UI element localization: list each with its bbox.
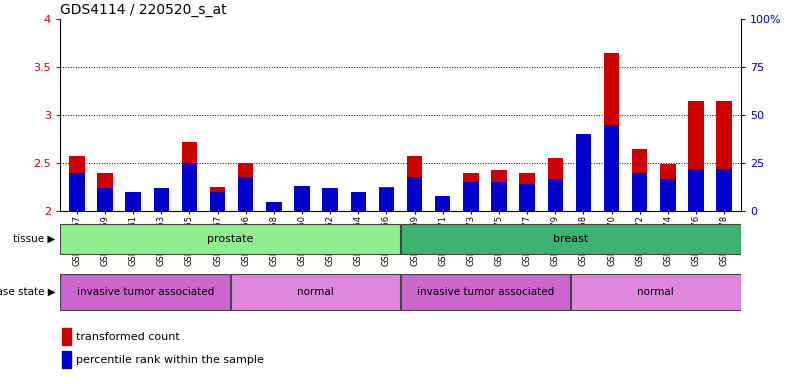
- Bar: [351, 192, 366, 211]
- Bar: [519, 184, 535, 211]
- Bar: [379, 187, 394, 211]
- Bar: [632, 173, 647, 211]
- Bar: [604, 53, 619, 211]
- Text: percentile rank within the sample: percentile rank within the sample: [75, 354, 264, 364]
- Text: invasive tumor associated: invasive tumor associated: [77, 287, 214, 297]
- Bar: [98, 173, 113, 211]
- Text: normal: normal: [297, 287, 334, 297]
- Bar: [182, 142, 197, 211]
- Bar: [576, 134, 591, 211]
- Bar: [62, 328, 71, 345]
- Text: GDS4114 / 220520_s_at: GDS4114 / 220520_s_at: [60, 3, 227, 17]
- Bar: [435, 199, 450, 211]
- Text: breast: breast: [553, 234, 589, 244]
- Bar: [182, 163, 197, 211]
- Bar: [154, 192, 169, 211]
- Bar: [294, 186, 310, 211]
- Text: prostate: prostate: [207, 234, 253, 244]
- Bar: [519, 173, 535, 211]
- Bar: [576, 154, 591, 211]
- Bar: [60, 274, 230, 310]
- Text: tissue ▶: tissue ▶: [13, 234, 55, 244]
- Bar: [491, 170, 507, 211]
- Bar: [435, 196, 450, 211]
- Bar: [400, 274, 570, 310]
- Bar: [688, 169, 703, 211]
- Bar: [716, 101, 732, 211]
- Bar: [231, 274, 400, 310]
- Bar: [210, 187, 225, 211]
- Bar: [548, 179, 563, 211]
- Text: disease state ▶: disease state ▶: [0, 287, 55, 297]
- Bar: [323, 192, 338, 211]
- Bar: [463, 173, 478, 211]
- Bar: [407, 177, 422, 211]
- Bar: [400, 224, 741, 254]
- Bar: [716, 169, 732, 211]
- Bar: [98, 188, 113, 211]
- Bar: [210, 192, 225, 211]
- Bar: [69, 173, 85, 211]
- Bar: [60, 224, 400, 254]
- Bar: [604, 125, 619, 211]
- Bar: [154, 188, 169, 211]
- Bar: [571, 274, 741, 310]
- Text: invasive tumor associated: invasive tumor associated: [417, 287, 554, 297]
- Bar: [491, 182, 507, 211]
- Bar: [238, 163, 253, 211]
- Bar: [266, 202, 282, 211]
- Bar: [238, 177, 253, 211]
- Bar: [62, 351, 71, 369]
- Bar: [660, 179, 675, 211]
- Bar: [351, 192, 366, 211]
- Bar: [632, 149, 647, 211]
- Bar: [688, 101, 703, 211]
- Bar: [407, 156, 422, 211]
- Bar: [323, 188, 338, 211]
- Text: normal: normal: [638, 287, 674, 297]
- Bar: [126, 192, 141, 211]
- Bar: [294, 192, 310, 211]
- Bar: [69, 156, 85, 211]
- Bar: [266, 205, 282, 211]
- Text: transformed count: transformed count: [75, 331, 179, 341]
- Bar: [660, 164, 675, 211]
- Bar: [548, 159, 563, 211]
- Bar: [126, 200, 141, 211]
- Bar: [379, 188, 394, 211]
- Bar: [463, 182, 478, 211]
